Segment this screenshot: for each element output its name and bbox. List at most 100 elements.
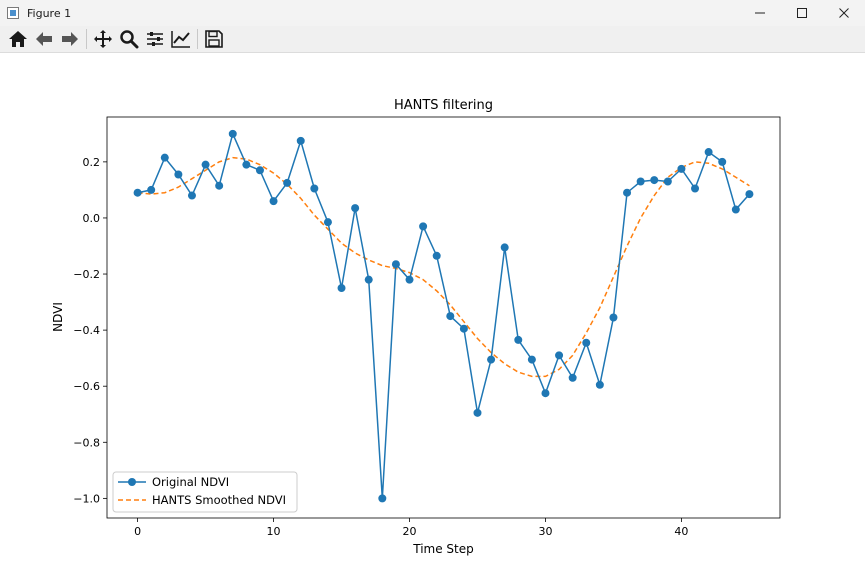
save-button[interactable] (201, 27, 227, 51)
y-tick-label: −0.2 (73, 268, 100, 281)
data-point-original (677, 164, 686, 173)
data-point-original (663, 177, 672, 186)
data-point-original (228, 129, 237, 138)
axes-frame (106, 116, 781, 519)
back-button[interactable] (31, 27, 57, 51)
home-icon (9, 31, 27, 47)
data-point-original (215, 181, 224, 190)
data-point-original (650, 176, 659, 185)
data-point-original (419, 222, 428, 231)
app-icon (7, 7, 19, 19)
legend-label-smoothed: HANTS Smoothed NDVI (152, 493, 286, 507)
data-point-original (527, 355, 536, 364)
data-point-original (595, 380, 604, 389)
window-controls (739, 0, 865, 26)
data-point-original (147, 185, 156, 194)
y-tick-label: −0.8 (73, 436, 100, 449)
pan-icon (94, 30, 112, 48)
close-button[interactable] (823, 0, 865, 26)
data-point-original (255, 166, 264, 175)
data-point-original (636, 177, 645, 186)
chart: 0 10 20 30 40 −1.0 −0.8 −0.6 −0.4 −0.2 0.0 0.2 HANT… (51, 98, 781, 556)
data-point-original (432, 251, 441, 260)
data-point-original (296, 136, 305, 145)
data-point-original (582, 338, 591, 347)
data-point-original (691, 184, 700, 193)
pan-button[interactable] (90, 27, 116, 51)
toolbar-separator (86, 29, 87, 49)
x-tick-label: 0 (134, 525, 141, 538)
data-point-original (242, 160, 251, 169)
data-point-original (514, 335, 523, 344)
plot-area (107, 117, 780, 518)
data-point-original (337, 284, 346, 293)
data-point-original (187, 191, 196, 200)
maximize-icon (797, 8, 807, 18)
data-point-original (201, 160, 210, 169)
series-line-smoothed (137, 156, 750, 378)
legend: Original NDVI HANTS Smoothed NDVI (112, 471, 298, 513)
legend-original-marker (128, 478, 136, 486)
data-point-original (704, 148, 713, 157)
data-point-original (160, 153, 169, 162)
configure-icon (147, 32, 163, 46)
legend-frame (112, 471, 298, 513)
toolbar (0, 26, 865, 53)
data-point-original (446, 312, 455, 321)
data-point-original (405, 275, 414, 284)
y-tick-label: −0.6 (73, 380, 100, 393)
edit-axis-button[interactable] (168, 27, 194, 51)
data-point-original (555, 351, 564, 360)
data-point-original (459, 324, 468, 333)
data-point-original (623, 188, 632, 197)
data-point-original (541, 389, 550, 398)
y-axis-label: NDVI (51, 302, 65, 332)
maximize-button[interactable] (781, 0, 823, 26)
data-point-original (731, 205, 740, 214)
data-point-original (269, 197, 278, 206)
title-bar: Figure 1 (0, 0, 865, 26)
data-point-original (391, 260, 400, 269)
y-tick-label: −1.0 (73, 492, 100, 505)
data-point-original (487, 355, 496, 364)
y-tick-label: −0.4 (73, 324, 100, 337)
data-point-original (718, 157, 727, 166)
close-icon (839, 8, 849, 18)
data-point-original (745, 190, 754, 199)
series-line-original (137, 131, 750, 499)
zoom-icon (120, 30, 139, 49)
data-point-original (351, 204, 360, 213)
data-point-original (323, 218, 332, 227)
data-point-original (133, 188, 142, 197)
data-point-original (609, 313, 618, 322)
window-title: Figure 1 (27, 6, 72, 20)
save-icon (205, 30, 223, 48)
y-tick-label: 0.2 (83, 156, 101, 169)
configure-button[interactable] (142, 27, 168, 51)
data-point-original (568, 373, 577, 382)
back-icon (36, 32, 52, 46)
forward-icon (62, 32, 78, 46)
data-point-original (500, 243, 509, 252)
toolbar-separator (197, 29, 198, 49)
data-point-original (473, 408, 482, 417)
home-button[interactable] (5, 27, 31, 51)
x-tick-label: 40 (674, 525, 688, 538)
forward-button[interactable] (57, 27, 83, 51)
data-point-original (310, 184, 319, 193)
legend-label-original: Original NDVI (152, 475, 229, 489)
zoom-button[interactable] (116, 27, 142, 51)
edit-axis-icon (171, 31, 190, 48)
data-point-original (378, 494, 387, 503)
minimize-button[interactable] (739, 0, 781, 26)
figure-canvas[interactable]: 0 10 20 30 40 −1.0 −0.8 −0.6 −0.4 −0.2 0.0 0.2 HANT… (0, 54, 865, 572)
y-tick-label: 0.0 (83, 212, 101, 225)
minimize-icon (755, 12, 765, 14)
data-point-original (174, 170, 183, 179)
x-tick-label: 20 (403, 525, 417, 538)
chart-title: HANTS filtering (394, 98, 493, 113)
x-tick-label: 30 (538, 525, 552, 538)
x-tick-label: 10 (267, 525, 281, 538)
x-axis-label: Time Step (412, 542, 474, 556)
data-point-original (283, 178, 292, 187)
